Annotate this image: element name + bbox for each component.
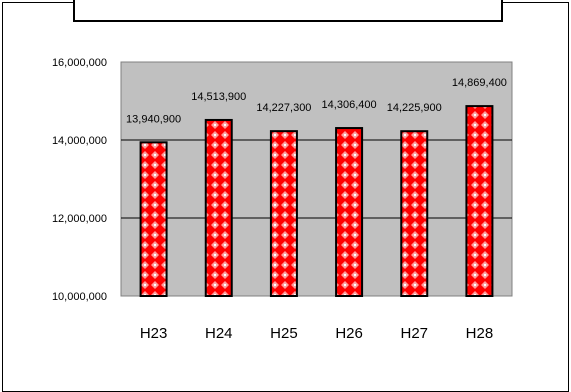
x-tick-label: H28: [466, 325, 494, 342]
bar-h27: [400, 130, 429, 297]
x-tick-label: H26: [335, 325, 363, 342]
bar-h25: [269, 130, 298, 297]
data-label: 14,225,900: [387, 102, 442, 114]
data-label: 14,227,300: [256, 102, 311, 114]
data-labels: 13,940,900 14,513,900 14,227,300 14,306,400…: [126, 77, 507, 125]
x-tick-label: H23: [140, 325, 168, 342]
plot-area: [120, 61, 513, 297]
chart-title-box: [73, 0, 503, 22]
bar-h28: [465, 105, 494, 297]
y-tick-label: 14,000,000: [52, 135, 107, 147]
y-tick-label: 12,000,000: [52, 213, 107, 225]
x-tick-label: H25: [270, 325, 298, 342]
x-tick-label: H27: [400, 325, 428, 342]
gridlines: [121, 139, 512, 219]
x-tick-label: H24: [205, 325, 233, 342]
data-label: 14,869,400: [452, 77, 507, 89]
y-tick-label: 10,000,000: [52, 291, 107, 303]
y-tick-label: 16,000,000: [52, 57, 107, 69]
data-label: 13,940,900: [126, 113, 181, 125]
data-label: 14,306,400: [322, 99, 377, 111]
y-axis-tick-labels: 10,000,000 12,000,000 14,000,000 16,000,000: [52, 57, 107, 303]
bar-chart: 10,000,000 12,000,000 14,000,000 16,000,000…: [52, 57, 513, 342]
bars: [139, 105, 494, 297]
bar-h23: [139, 141, 168, 297]
bar-h24: [204, 118, 233, 297]
x-axis-tick-labels: H23 H24 H25 H26 H27 H28: [140, 325, 493, 342]
bar-h26: [335, 127, 364, 297]
data-label: 14,513,900: [191, 91, 246, 103]
